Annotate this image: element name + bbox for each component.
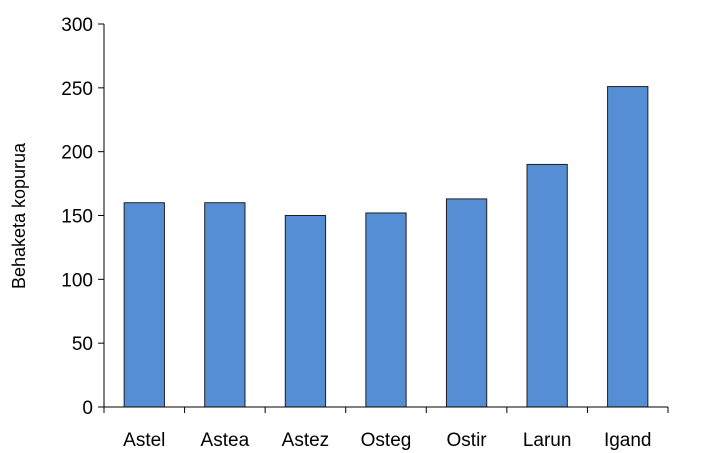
y-tick-label-300: 300 bbox=[61, 15, 93, 36]
axes-group bbox=[98, 23, 669, 413]
y-tick-label-200: 200 bbox=[61, 143, 93, 164]
labels-group: 0 50 100 150 200 250 300 Astel Astea Astez Osteg Os… bbox=[61, 15, 651, 451]
x-tick-label-osteg: Osteg bbox=[361, 430, 412, 451]
x-tick-label-larun: Larun bbox=[523, 430, 572, 451]
bars-group bbox=[123, 86, 649, 408]
x-tick-label-astea: Astea bbox=[201, 430, 250, 451]
bar-astea bbox=[204, 202, 246, 408]
y-axis-title: Behaketa kopurua bbox=[9, 142, 29, 289]
y-tick-label-0: 0 bbox=[82, 398, 93, 419]
y-tick-label-150: 150 bbox=[61, 207, 93, 228]
bar-igand bbox=[607, 86, 649, 408]
bar-astez bbox=[284, 215, 327, 408]
x-tick-label-astel: Astel bbox=[123, 430, 165, 451]
bar-astel bbox=[123, 202, 165, 408]
y-tick-label-50: 50 bbox=[72, 334, 93, 355]
x-tick-label-ostir: Ostir bbox=[447, 430, 488, 451]
x-tick-label-igand: Igand bbox=[604, 430, 652, 451]
bar-ostir bbox=[445, 198, 488, 408]
bar-osteg bbox=[365, 212, 407, 408]
x-tick-label-astez: Astez bbox=[282, 430, 330, 451]
bar-larun bbox=[526, 163, 568, 408]
y-tick-label-100: 100 bbox=[61, 270, 93, 291]
y-tick-label-250: 250 bbox=[61, 79, 93, 100]
